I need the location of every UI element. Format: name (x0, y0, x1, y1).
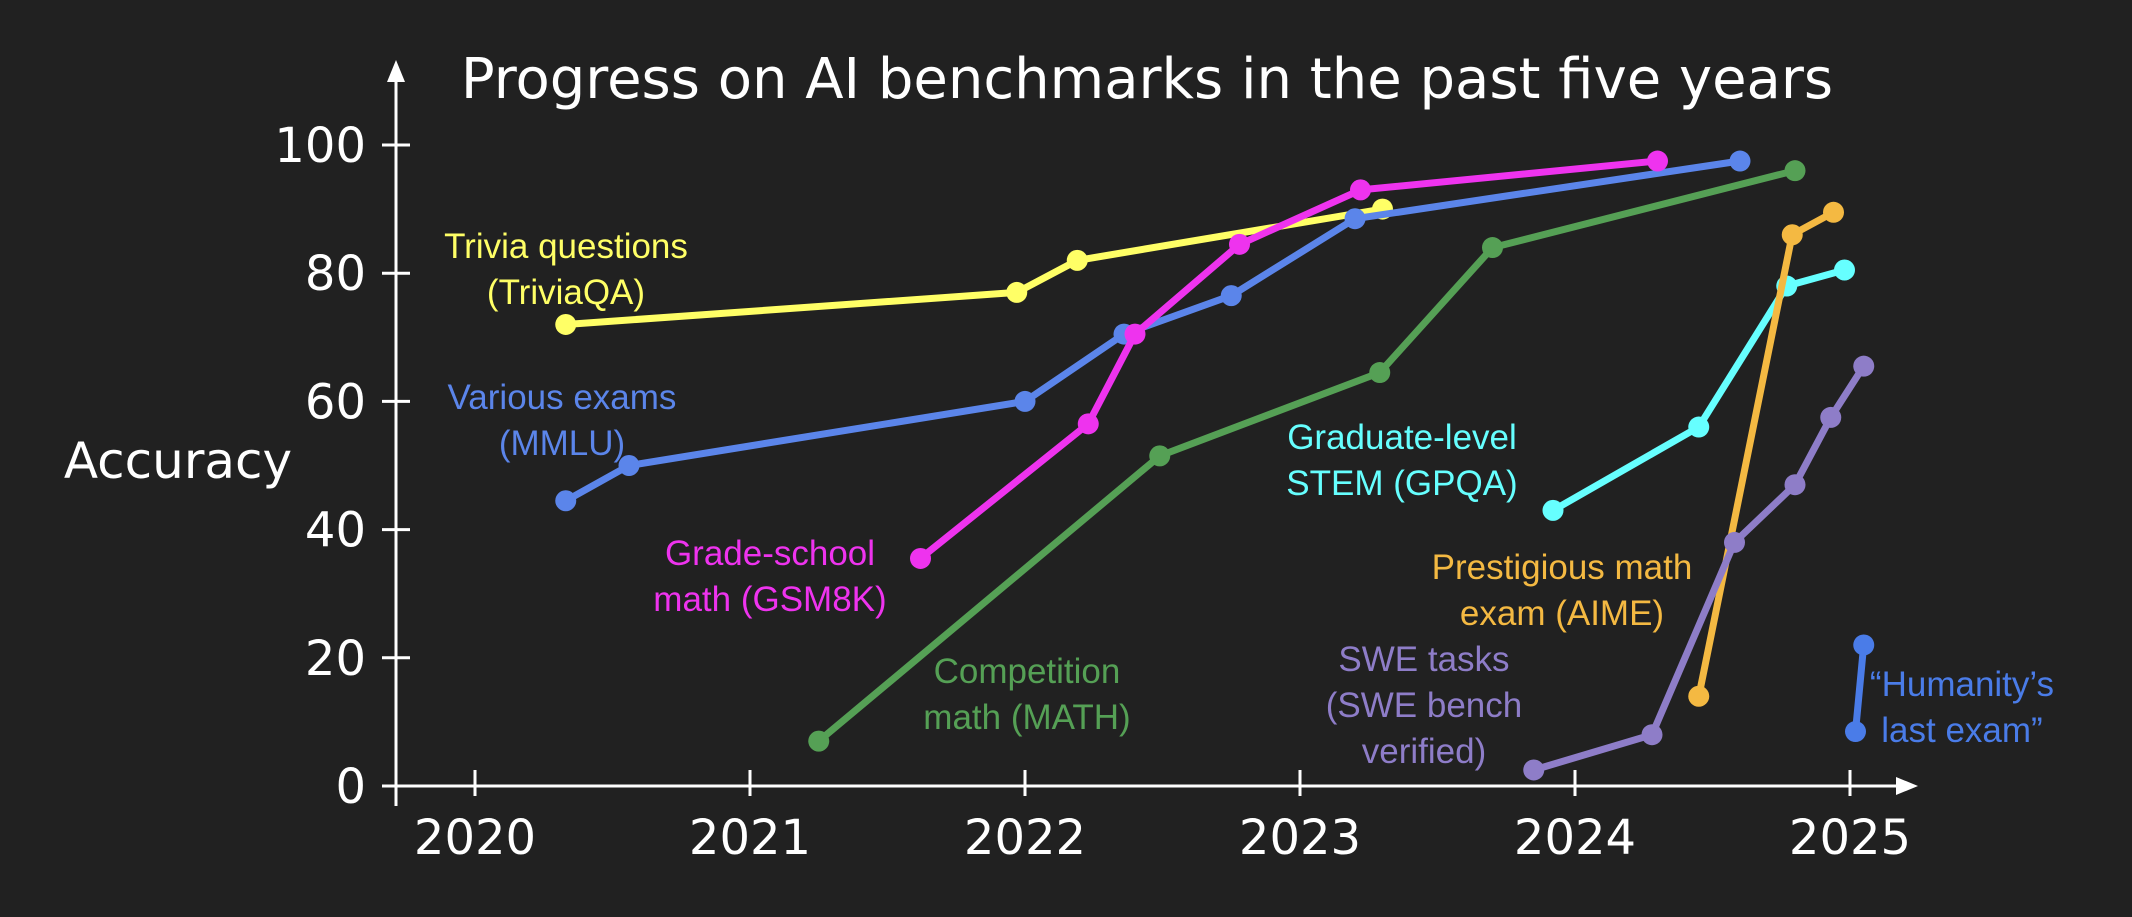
x-tick-label: 2023 (1239, 810, 1361, 866)
series-label-line: last exam” (1881, 711, 2042, 750)
series-7 (1845, 634, 1875, 743)
series-label-line: (SWE bench (1326, 686, 1522, 725)
data-point (1845, 721, 1866, 743)
series-group (555, 150, 1875, 781)
data-point (1784, 474, 1806, 496)
data-point (618, 455, 640, 476)
data-point (1350, 179, 1371, 201)
data-point (1724, 531, 1745, 553)
series-label-7: “Humanity’s last exam” (1870, 665, 2054, 750)
y-axis-label: Accuracy (64, 432, 292, 490)
data-point (1820, 406, 1842, 428)
y-axis-arrow (387, 60, 405, 82)
chart-title: Progress on AI benchmarks in the past fi… (461, 47, 1833, 112)
series-line (1852, 641, 1868, 735)
data-point (1220, 285, 1242, 307)
series-2 (910, 150, 1668, 569)
x-tick-label: 2020 (414, 810, 536, 866)
data-point (1729, 150, 1751, 172)
series-0 (555, 198, 1393, 335)
data-point (1688, 685, 1710, 707)
series-label-line: STEM (GPQA) (1286, 464, 1517, 503)
data-point (1834, 259, 1855, 281)
y-tick-label: 100 (274, 118, 366, 174)
data-point (1077, 413, 1099, 435)
data-point (1006, 281, 1028, 303)
data-point (1369, 362, 1391, 384)
series-label-line: Trivia questions (444, 227, 688, 266)
series-line (562, 205, 1386, 328)
y-tick-label: 60 (305, 374, 366, 430)
series-label-line: “Humanity’s (1870, 665, 2054, 704)
series-1 (555, 150, 1751, 512)
series-label-line: (MMLU) (499, 424, 625, 463)
series-label-0: Trivia questions (TriviaQA) (444, 227, 688, 312)
data-point (1647, 150, 1668, 172)
data-point (1688, 416, 1710, 438)
series-label-line: math (GSM8K) (653, 580, 886, 619)
series-label-6: SWE tasks (SWE bench verified) (1326, 640, 1522, 771)
series-labels: Trivia questions (TriviaQA) Various exams (… (444, 227, 2054, 771)
data-point (1784, 160, 1806, 182)
series-label-line: exam (AIME) (1460, 594, 1664, 633)
series-6 (1523, 355, 1875, 781)
x-axis-arrow (1896, 777, 1918, 795)
data-point (1229, 233, 1250, 255)
data-point (1482, 237, 1503, 259)
data-point (1641, 724, 1663, 746)
data-point (1523, 759, 1545, 781)
data-point (1066, 249, 1088, 271)
series-4 (1542, 259, 1855, 521)
data-point (910, 547, 931, 569)
series-line (917, 157, 1661, 562)
y-tick-label: 40 (305, 503, 366, 559)
series-label-4: Graduate-level STEM (GPQA) (1286, 418, 1517, 503)
y-tick-label: 80 (305, 246, 366, 302)
x-tick-label: 2021 (689, 810, 811, 866)
series-label-1: Various exams (MMLU) (448, 378, 677, 463)
data-point (1124, 323, 1146, 345)
data-point (1781, 224, 1803, 246)
x-tick-label: 2022 (964, 810, 1086, 866)
data-point (1823, 201, 1844, 223)
series-label-line: (TriviaQA) (487, 273, 645, 312)
x-tick-label: 2024 (1514, 810, 1636, 866)
series-label-line: SWE tasks (1338, 640, 1509, 679)
series-label-line: Competition (934, 652, 1121, 691)
series-label-3: Competition math (MATH) (923, 652, 1130, 737)
series-label-line: Various exams (448, 378, 677, 417)
y-tick-label: 0 (335, 759, 366, 815)
x-tick-label: 2025 (1789, 810, 1911, 866)
data-point (1149, 445, 1171, 467)
y-tick-label: 20 (305, 631, 366, 687)
data-point (1853, 355, 1875, 377)
data-point (555, 313, 577, 335)
series-label-line: Prestigious math (1432, 548, 1693, 587)
data-point (1542, 499, 1564, 521)
series-label-line: Graduate-level (1287, 418, 1517, 457)
series-label-line: verified) (1362, 732, 1486, 771)
series-3 (808, 160, 1806, 752)
axes: 0 20 40 60 80 100 2020 2021 2022 2023 2024 2025 (274, 60, 1918, 866)
data-point (1014, 390, 1036, 412)
data-point (555, 490, 577, 512)
data-point (1853, 634, 1875, 656)
data-point (1344, 208, 1366, 230)
series-label-line: Grade-school (665, 534, 875, 573)
series-label-2: Grade-school math (GSM8K) (653, 534, 886, 619)
series-label-line: math (MATH) (923, 698, 1130, 737)
data-point (808, 730, 830, 752)
series-label-5: Prestigious math exam (AIME) (1432, 548, 1693, 633)
series-line (1549, 266, 1848, 514)
